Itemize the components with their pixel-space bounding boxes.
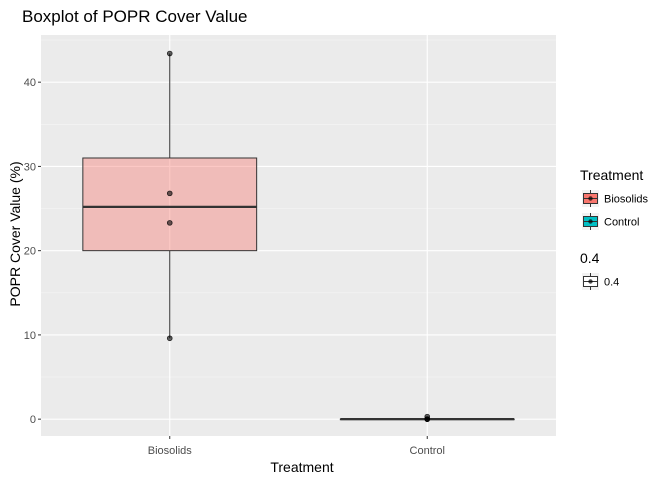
legend-key: [582, 273, 599, 290]
y-tick-label: 40: [24, 77, 36, 89]
y-tick-label: 20: [24, 246, 36, 258]
legend-label: Control: [604, 217, 639, 229]
legend-key-point: [588, 279, 593, 284]
data-point: [166, 335, 173, 342]
x-axis-title: Treatment: [270, 459, 333, 475]
data-point: [166, 50, 173, 57]
chart-title: Boxplot of POPR Cover Value: [22, 7, 248, 26]
legend-label: 0.4: [604, 277, 619, 289]
data-points: [166, 50, 431, 422]
data-point: [424, 413, 431, 420]
y-tick-label: 10: [24, 330, 36, 342]
data-point: [166, 190, 173, 197]
x-axis: Biosolids Control: [148, 436, 445, 457]
y-axis: 0 10 20 30 40: [24, 77, 41, 426]
box-body: [82, 157, 258, 252]
y-tick-label: 0: [30, 414, 36, 426]
panel-background: [41, 35, 556, 436]
plot-panel: [41, 35, 556, 436]
x-tick-label: Biosolids: [148, 445, 193, 457]
legend: Treatment Biosolids Control 0.4 0.4: [580, 167, 649, 290]
legend-key: [582, 213, 599, 230]
data-point: [166, 220, 173, 226]
legend-title: 0.4: [580, 250, 600, 266]
legend-key-point: [588, 196, 593, 201]
legend-key: [582, 190, 599, 207]
x-tick-label: Control: [410, 445, 445, 457]
box-biosolids: [82, 53, 258, 339]
legend-label: Biosolids: [604, 194, 649, 206]
legend-title: Treatment: [580, 167, 643, 183]
y-axis-title: POPR Cover Value (%): [7, 161, 23, 306]
y-tick-label: 30: [24, 161, 36, 173]
legend-key-point: [588, 219, 593, 224]
